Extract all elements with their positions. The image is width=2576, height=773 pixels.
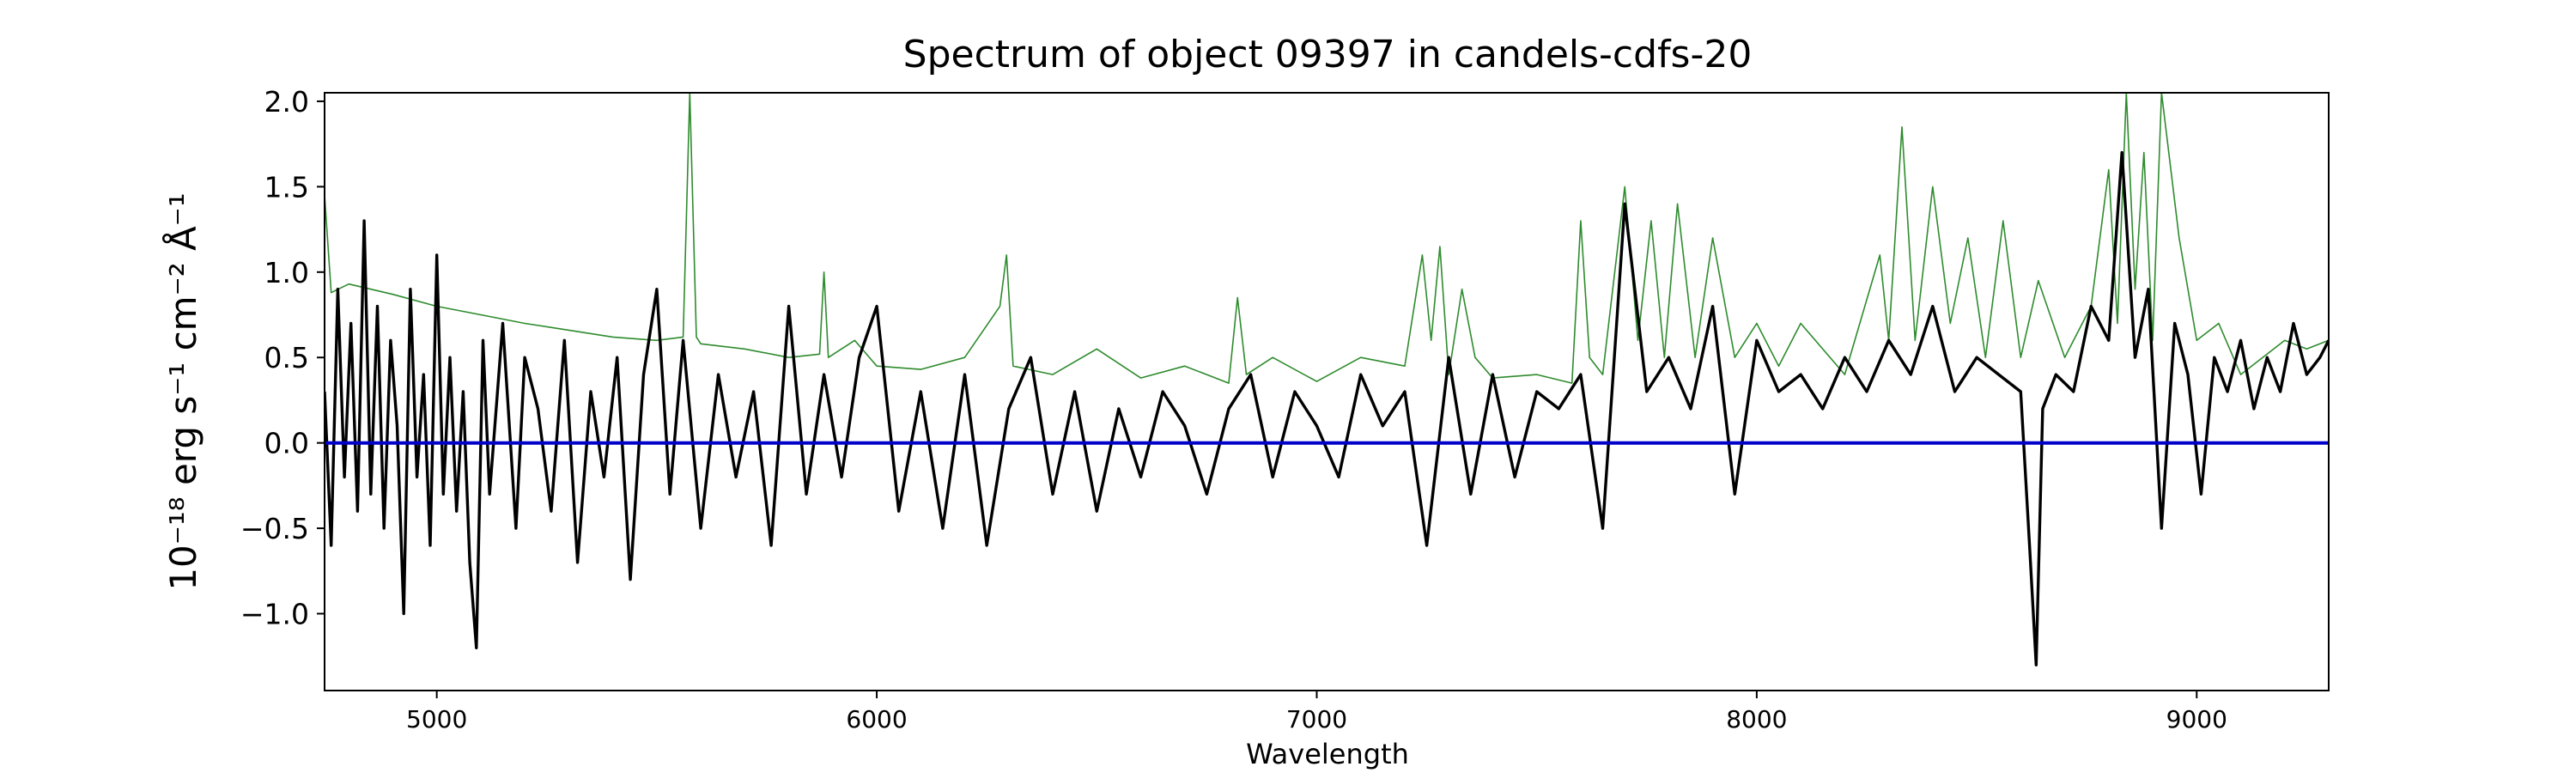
x-tick-label: 6000 [846,705,907,733]
x-axis-label: Wavelength [1246,738,1409,770]
error-spectrum-line [325,93,2329,384]
y-tick-label: 1.0 [264,256,309,289]
y-tick-label: 0.5 [264,341,309,374]
y-tick-label: −0.5 [240,512,309,545]
y-axis-ticks: −1.0 −0.5 0.0 0.5 1.0 1.5 2.0 [240,85,325,631]
y-tick-label: 2.0 [264,85,309,119]
y-tick-label: 0.0 [264,427,309,460]
axes-frame [324,92,2330,691]
y-tick-label: −1.0 [240,598,309,631]
chart-title: Spectrum of object 09397 in candels-cdfs… [903,33,1753,76]
plot-area [325,93,2329,666]
flux-spectrum-line [325,150,2329,666]
y-axis-label: 10⁻¹⁸ erg s⁻¹ cm⁻² Å⁻¹ [161,192,204,590]
y-tick-label: 1.5 [264,170,309,204]
x-tick-label: 5000 [406,705,467,733]
x-tick-label: 8000 [1726,705,1787,733]
x-tick-label: 9000 [2166,705,2227,733]
x-tick-label: 7000 [1286,705,1347,733]
x-axis-ticks: 5000 6000 7000 8000 9000 [406,691,2227,733]
